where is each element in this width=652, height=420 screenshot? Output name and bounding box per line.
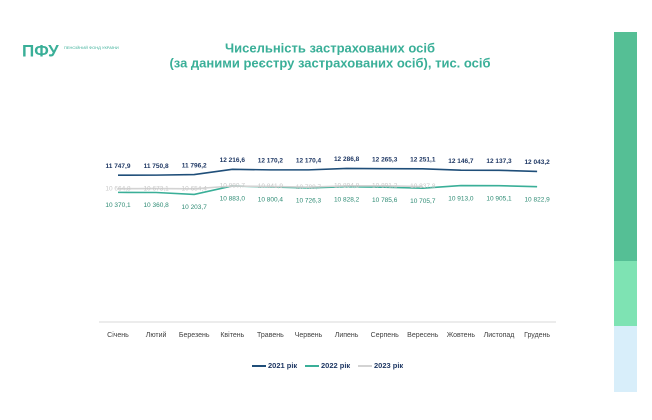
data-label: 10 789,7 [296,184,322,191]
x-tick-label: Квітень [220,331,244,339]
legend-label: 2022 рік [321,361,350,370]
data-label: 12 216,6 [220,157,246,164]
x-tick-label: Серпень [371,332,399,339]
data-label: 10 664,8 [105,185,131,192]
series-line [117,184,538,196]
decor-bar [614,326,637,392]
data-label: 10 785,6 [372,197,398,204]
legend-label: 2021 рік [268,361,297,370]
data-label: 12 170,2 [258,158,284,165]
data-label: 10 913,0 [448,195,474,202]
series-line [117,185,423,190]
data-label: 10 880,7 [220,183,246,190]
x-tick-label: Липень [335,332,359,339]
x-tick-label: Лютий [146,331,167,339]
data-label: 11 796,2 [182,162,207,169]
data-label: 10 800,4 [258,197,284,204]
data-label: 10 883,0 [220,196,246,203]
data-label: 11 747,9 [106,163,131,170]
series-line [117,167,538,176]
data-label: 12 265,3 [372,156,398,163]
data-label: 12 043,2 [524,159,550,166]
data-label: 12 146,7 [448,158,474,165]
data-label: 12 286,8 [334,156,360,163]
x-tick-label: Жовтень [447,332,476,339]
x-tick-label: Березень [179,332,210,339]
data-label: 10 673,1 [143,185,169,192]
data-label: 10 905,1 [486,195,512,202]
decor-bar [614,261,637,326]
x-tick-label: Листопад [484,332,515,339]
data-label: 11 750,8 [144,163,169,170]
data-label: 10 654,4 [182,186,208,193]
data-label: 10 726,3 [296,198,322,205]
logo-mark: ПФУ [22,41,59,60]
x-tick-label: Січень [107,331,129,339]
data-label: 10 837,8 [410,183,436,190]
decor-bar [614,32,637,261]
data-label: 10 894,8 [334,183,360,190]
chart-title: Чисельність застрахованих осіб [225,40,435,55]
logo-name: ПЕНСІЙНИЙ ФОНД УКРАЇНИ [64,45,119,50]
data-label: 10 841,9 [258,183,284,190]
data-label: 12 251,1 [410,157,436,164]
legend-label: 2023 рік [374,361,403,370]
x-tick-label: Вересень [407,332,439,339]
data-label: 10 370,1 [105,202,131,209]
chart-subtitle: (за даними реєстру застрахованих осіб), … [169,55,490,70]
data-label: 12 137,3 [486,158,512,165]
x-tick-label: Червень [295,332,323,339]
data-label: 10 828,2 [334,196,360,203]
data-label: 10 822,9 [524,196,550,203]
data-label: 10 705,7 [410,198,436,205]
x-tick-label: Травень [257,332,284,339]
data-label: 10 360,8 [143,202,169,209]
data-label: 10 203,7 [182,204,208,211]
data-label: 10 891,2 [372,183,398,190]
x-tick-label: Грудень [524,332,550,339]
data-label: 12 170,4 [296,158,322,165]
